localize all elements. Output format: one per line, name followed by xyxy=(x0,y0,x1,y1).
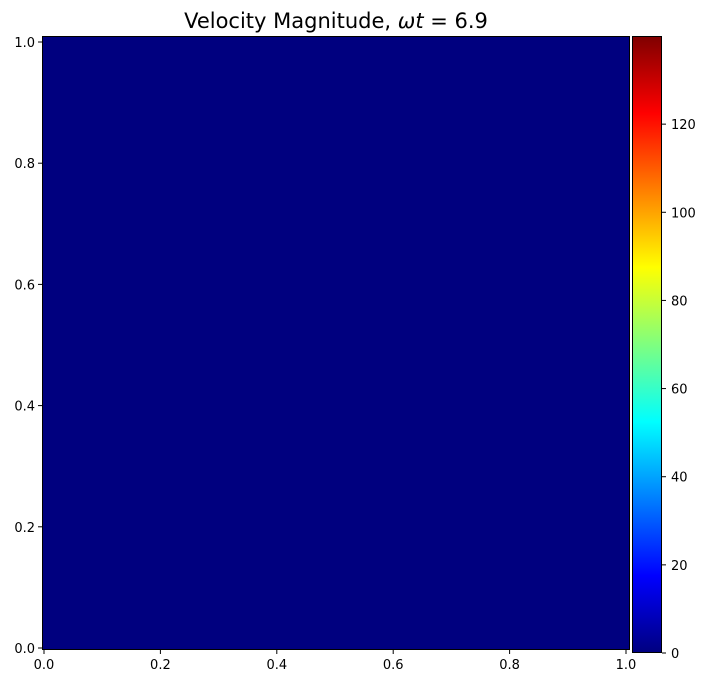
colorbar-tick-label: 100 xyxy=(671,206,696,221)
x-tick-label: 1.0 xyxy=(616,658,637,673)
plot-area-frame xyxy=(42,36,630,650)
x-axis: 0.0 0.2 0.4 0.6 0.8 1.0 xyxy=(34,650,637,673)
y-tick-label: 0.4 xyxy=(14,400,35,415)
x-tick-label: 0.4 xyxy=(266,658,287,673)
chart-title: Velocity Magnitude, ωt = 6.9 xyxy=(184,9,488,33)
colorbar-tick-label: 0 xyxy=(671,647,679,662)
x-tick-label: 0.6 xyxy=(383,658,404,673)
y-tick-label: 0.8 xyxy=(14,157,35,172)
colorbar-frame xyxy=(632,36,662,653)
colorbar-tick-label: 60 xyxy=(671,383,688,398)
heatmap-field xyxy=(42,36,630,650)
chart-title-variable: ωt xyxy=(398,9,425,33)
colorbar-axis: 0 20 40 60 80 100 120 xyxy=(662,118,696,662)
colorbar xyxy=(632,36,662,653)
y-tick-label: 0.2 xyxy=(14,521,35,536)
colorbar-tick-label: 20 xyxy=(671,559,688,574)
x-tick-label: 0.0 xyxy=(34,658,55,673)
y-tick-label: 0.6 xyxy=(14,278,35,293)
x-tick-label: 0.8 xyxy=(499,658,520,673)
colorbar-tick-label: 120 xyxy=(671,118,696,133)
colorbar-tick-label: 40 xyxy=(671,471,688,486)
chart-title-prefix: Velocity Magnitude, xyxy=(184,9,398,33)
colorbar-tick-label: 80 xyxy=(671,294,688,309)
y-tick-label: 0.0 xyxy=(14,642,35,657)
y-axis: 0.0 0.2 0.4 0.6 0.8 1.0 xyxy=(14,36,42,657)
x-tick-label: 0.2 xyxy=(150,658,171,673)
y-tick-label: 1.0 xyxy=(14,36,35,51)
chart-title-suffix: = 6.9 xyxy=(424,9,488,33)
